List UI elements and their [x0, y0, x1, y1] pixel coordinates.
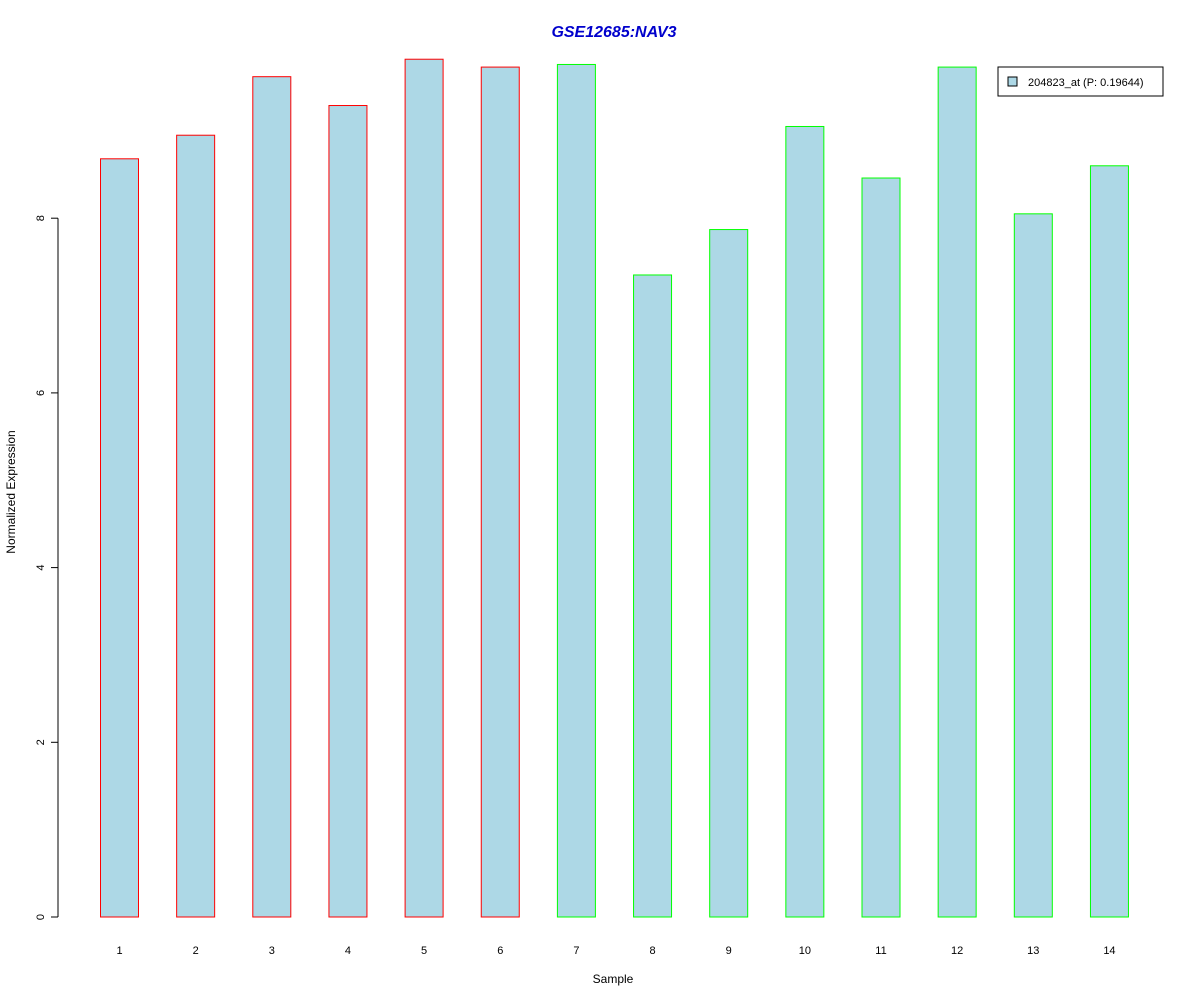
- bar-series: [100, 58, 1129, 918]
- x-tick-label: 7: [573, 945, 579, 957]
- y-tick-label: 8: [35, 215, 47, 221]
- y-tick-label: 0: [35, 914, 47, 920]
- bar: [1013, 213, 1053, 918]
- legend-swatch: [1007, 76, 1018, 87]
- bar: [176, 134, 216, 918]
- legend-box: [997, 66, 1164, 97]
- bar: [556, 63, 596, 918]
- bar: [937, 66, 977, 918]
- legend-label: 204823_at (P: 0.19644): [1028, 77, 1144, 89]
- x-tick-label: 12: [951, 945, 963, 957]
- bar: [404, 58, 444, 918]
- x-axis-title: Sample: [593, 972, 634, 986]
- x-tick-label: 11: [875, 945, 886, 957]
- x-tick-label: 10: [799, 945, 811, 957]
- bar: [861, 177, 901, 918]
- legend: 204823_at (P: 0.19644): [997, 66, 1164, 97]
- x-tick-label: 8: [649, 945, 655, 957]
- y-tick-label: 2: [35, 739, 47, 745]
- x-tick-label: 2: [193, 945, 199, 957]
- x-tick-label: 14: [1103, 945, 1115, 957]
- x-tick-label: 1: [116, 945, 122, 957]
- y-tick-label: 6: [35, 390, 47, 396]
- bar: [709, 229, 749, 918]
- x-tick-label: 13: [1027, 945, 1039, 957]
- bar: [633, 274, 673, 918]
- bar: [1089, 165, 1129, 918]
- bar: [100, 158, 139, 918]
- bar: [785, 125, 825, 918]
- x-tick-label: 4: [345, 945, 351, 957]
- y-tick-label: 4: [35, 565, 47, 571]
- y-axis-title: Normalized Expression: [4, 430, 18, 553]
- bar: [328, 105, 368, 918]
- x-axis-ticks: 1 2 3 4 5 6 7 8 9 10 11 12 13 14: [116, 945, 1115, 957]
- y-axis: 0 2 4 6 8: [35, 215, 59, 920]
- bar: [480, 66, 520, 918]
- chart-title: GSE12685:NAV3: [551, 24, 676, 41]
- x-tick-label: 9: [726, 945, 732, 957]
- x-tick-label: 3: [269, 945, 275, 957]
- bar: [252, 76, 292, 918]
- x-tick-label: 6: [497, 945, 503, 957]
- x-tick-label: 5: [421, 945, 427, 957]
